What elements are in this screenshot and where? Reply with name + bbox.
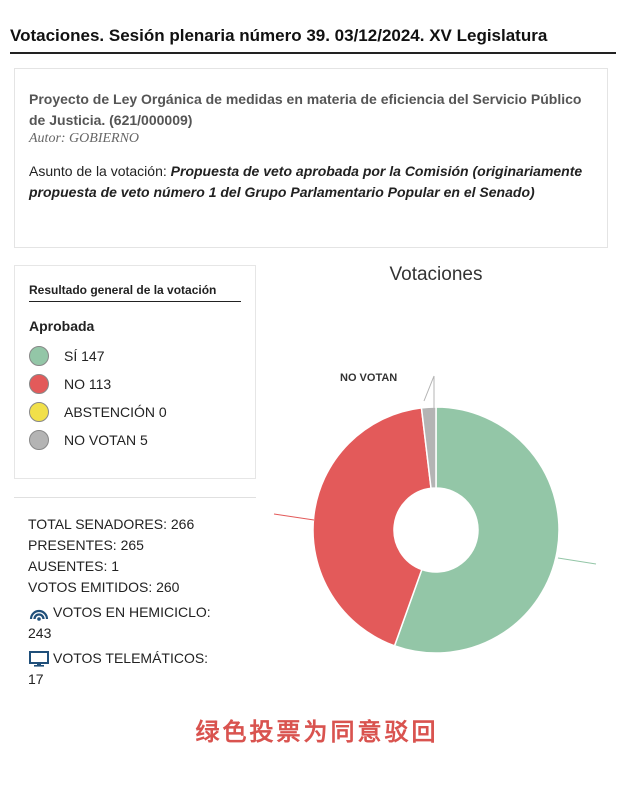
legend-item-si[interactable]: SÍ 147 <box>29 342 241 370</box>
vote-chart: Votaciones NO VOTAN <box>266 258 626 678</box>
section-divider <box>14 497 256 498</box>
chart-title: Votaciones <box>389 264 483 285</box>
legend-label: SÍ 147 <box>64 348 105 364</box>
footnote-caption: 绿色投票为同意驳回 <box>195 719 439 746</box>
label-line-no-votan <box>423 375 435 410</box>
label-line-si <box>557 557 597 565</box>
legend-item-abstencion[interactable]: ABSTENCIÓN 0 <box>29 398 241 426</box>
legend-swatch <box>29 430 49 450</box>
total-senators: TOTAL SENADORES: 266 <box>28 516 195 532</box>
slice-no[interactable] <box>312 407 432 647</box>
page-title: Votaciones. Sesión plenaria número 39. 0… <box>10 26 616 54</box>
legend-item-no-votan[interactable]: NO VOTAN 5 <box>29 426 241 454</box>
data-label-no-votan: NO VOTAN <box>340 372 397 384</box>
present-count: PRESENTES: 265 <box>28 537 144 553</box>
telematic-votes-value: 17 <box>28 671 44 687</box>
slice-si[interactable] <box>393 406 560 654</box>
wifi-signal-icon <box>29 609 49 621</box>
bill-panel: Proyecto de Ley Orgánica de medidas en m… <box>14 68 608 248</box>
vote-subject-label: Asunto de la votación: <box>29 163 171 179</box>
label-line-no <box>273 513 315 521</box>
monitor-icon <box>29 650 49 667</box>
telematic-votes-label: VOTOS TELEMÁTICOS: <box>53 650 209 666</box>
bill-title[interactable]: Proyecto de Ley Orgánica de medidas en m… <box>29 91 582 128</box>
legend-swatch <box>29 374 49 394</box>
vote-subject-text: Propuesta de veto aprobada por la Comisi… <box>29 163 583 200</box>
chamber-votes-row: VOTOS EN HEMICICLO: <box>28 602 258 623</box>
vote-legend: SÍ 147 NO 113 ABSTENCIÓN 0 NO VOTAN 5 <box>29 342 241 454</box>
votes-cast: VOTOS EMITIDOS: 260 <box>28 579 180 595</box>
chamber-votes-value: 243 <box>28 625 52 641</box>
vote-subject: Asunto de la votación: Propuesta de veto… <box>29 161 593 203</box>
result-panel: Resultado general de la votación Aprobad… <box>14 265 256 479</box>
result-title: Resultado general de la votación <box>29 282 241 302</box>
legend-swatch <box>29 402 49 422</box>
vote-totals: TOTAL SENADORES: 266 PRESENTES: 265 AUSE… <box>28 514 258 690</box>
slice-no-votan[interactable] <box>420 406 437 490</box>
chamber-votes-label: VOTOS EN HEMICICLO: <box>53 604 211 620</box>
bill-author: Autor: GOBIERNO <box>29 131 140 146</box>
legend-label: ABSTENCIÓN 0 <box>64 404 167 420</box>
telematic-votes-row: VOTOS TELEMÁTICOS: <box>28 648 258 669</box>
absent-count: AUSENTES: 1 <box>28 558 120 574</box>
legend-swatch <box>29 346 49 366</box>
legend-label: NO VOTAN 5 <box>64 432 148 448</box>
legend-label: NO 113 <box>64 376 112 392</box>
legend-item-no[interactable]: NO 113 <box>29 370 241 398</box>
donut-chart: NO VOTAN <box>273 372 597 654</box>
result-outcome: Aprobada <box>29 318 95 334</box>
